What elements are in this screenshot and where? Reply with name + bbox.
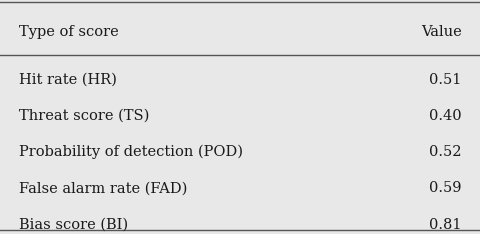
Text: Type of score: Type of score [19,25,119,39]
Text: 0.51: 0.51 [429,73,461,87]
Text: Bias score (BI): Bias score (BI) [19,218,128,232]
Text: Threat score (TS): Threat score (TS) [19,109,149,123]
Text: 0.40: 0.40 [428,109,461,123]
Text: 0.81: 0.81 [428,218,461,232]
Text: 0.59: 0.59 [428,181,461,195]
Text: Hit rate (HR): Hit rate (HR) [19,73,117,87]
Text: Value: Value [420,25,461,39]
Text: False alarm rate (FAD): False alarm rate (FAD) [19,181,187,195]
Text: Probability of detection (POD): Probability of detection (POD) [19,145,243,159]
Text: 0.52: 0.52 [428,145,461,159]
